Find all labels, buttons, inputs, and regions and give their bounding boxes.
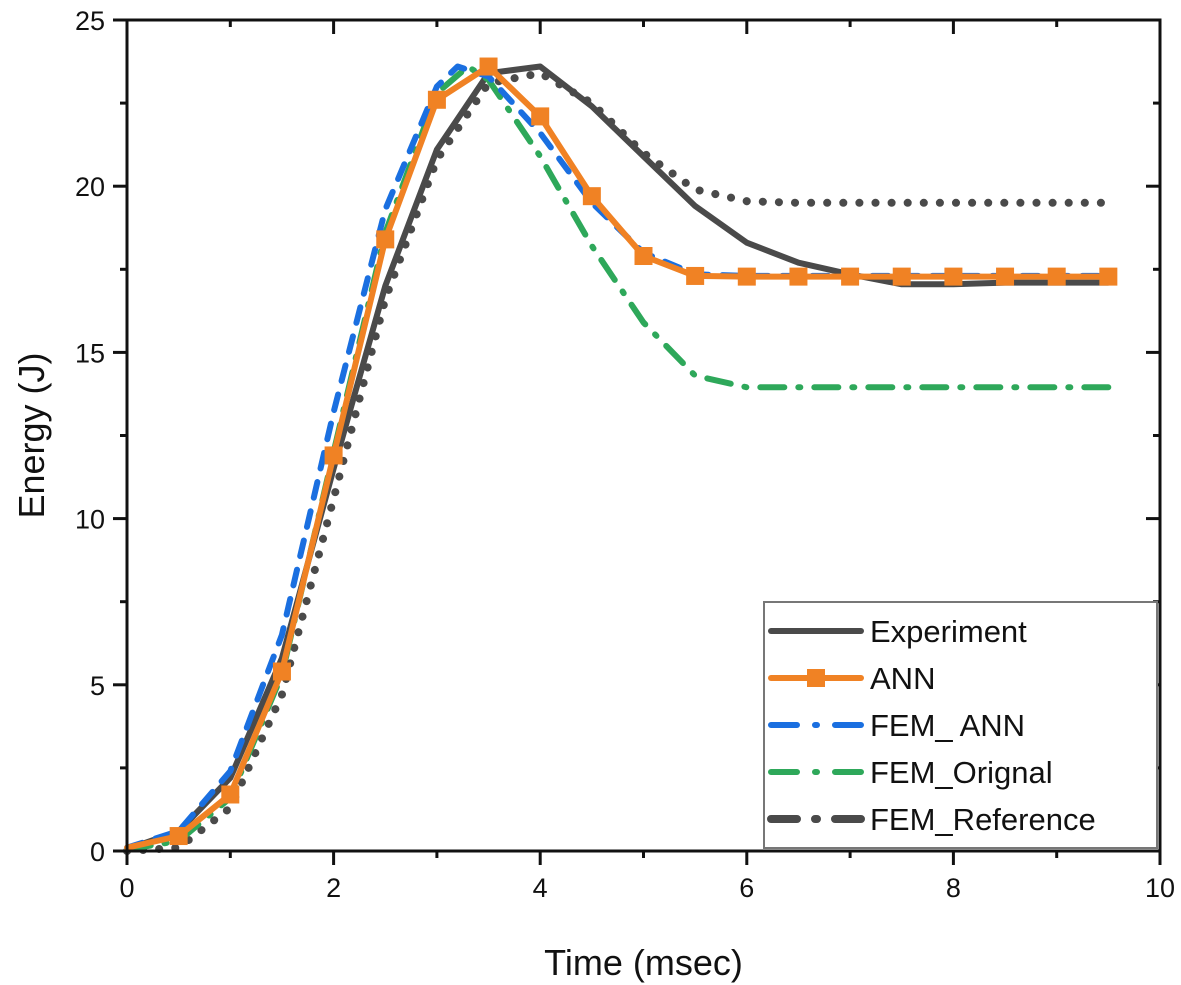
legend-item: FEM_ ANN (768, 708, 1025, 743)
data-point-marker (944, 267, 963, 286)
series-ann (124, 57, 1118, 851)
legend-box (763, 601, 1158, 849)
y-tick-label: 25 (75, 6, 105, 36)
x-tick-label: 4 (533, 873, 548, 903)
legend-label: FEM_Reference (870, 802, 1096, 837)
data-point-marker (479, 57, 498, 76)
data-point-marker (221, 785, 240, 804)
data-point-marker (634, 247, 653, 266)
data-point-marker (376, 230, 395, 249)
y-tick-label: 15 (75, 338, 105, 368)
data-point-marker (1047, 267, 1066, 286)
data-point-marker (427, 90, 446, 109)
data-point-marker (169, 827, 188, 846)
legend-item: FEM_Reference (767, 802, 1096, 837)
legend: Experiment ANN FEM_ ANN FEM_Orignal FEM_Refe… (763, 601, 1158, 849)
x-axis-title: Time (msec) (544, 942, 743, 983)
legend-label: FEM_ ANN (870, 708, 1025, 743)
data-point-marker (789, 267, 808, 286)
ticks-layer: 0 2 4 6 8 10 0 5 10 15 20 25 (75, 6, 1175, 903)
data-point-marker (324, 446, 343, 465)
data-point-marker (996, 267, 1015, 286)
data-point-marker (892, 267, 911, 286)
legend-label: FEM_Orignal (870, 755, 1053, 790)
data-point-marker (686, 266, 705, 285)
data-point-marker (531, 107, 550, 126)
x-tick-label: 8 (946, 873, 961, 903)
series-line-fem-reference (123, 69, 1113, 855)
data-point-marker (1099, 267, 1118, 286)
legend-label: ANN (870, 661, 935, 696)
y-tick-label: 0 (90, 837, 105, 867)
data-point-marker (272, 662, 291, 681)
x-tick-label: 2 (326, 873, 341, 903)
data-point-marker (737, 267, 756, 286)
data-point-marker (582, 187, 601, 206)
y-axis-title: Energy (J) (11, 352, 52, 518)
x-tick-label: 6 (739, 873, 754, 903)
legend-label: Experiment (870, 614, 1027, 649)
legend-item: Experiment (768, 614, 1027, 649)
y-tick-label: 20 (75, 172, 105, 202)
x-tick-label: 10 (1145, 873, 1175, 903)
legend-marker (807, 669, 825, 687)
y-tick-label: 5 (90, 671, 105, 701)
legend-item: FEM_Orignal (768, 755, 1053, 790)
series-layer (123, 57, 1118, 855)
legend-item: ANN (768, 661, 935, 696)
y-tick-label: 10 (75, 505, 105, 535)
data-point-marker (841, 267, 860, 286)
series-fem-reference (123, 69, 1113, 855)
x-tick-label: 0 (119, 873, 134, 903)
